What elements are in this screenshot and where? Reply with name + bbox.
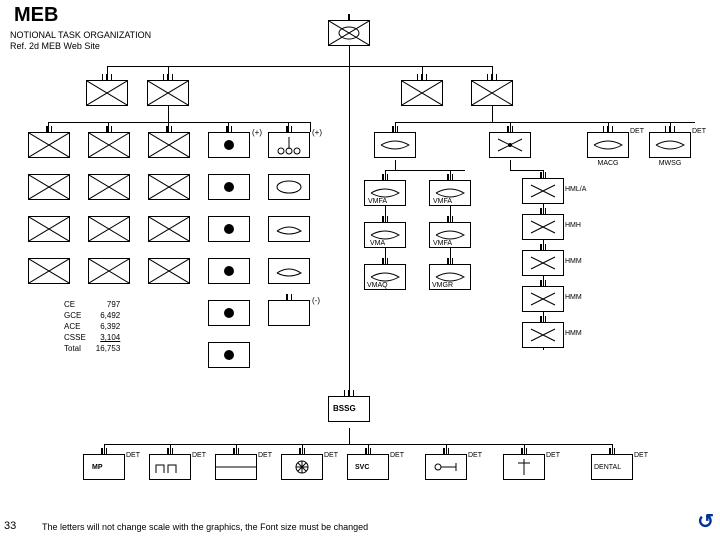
helo-unit bbox=[522, 250, 564, 276]
grid-unit bbox=[28, 216, 70, 242]
hmm-label: HMM bbox=[565, 330, 582, 337]
det-label: DET bbox=[634, 452, 648, 459]
grid-unit bbox=[268, 132, 310, 158]
grid-unit bbox=[208, 342, 250, 368]
grid-unit bbox=[28, 258, 70, 284]
bssg-label: BSSG bbox=[333, 404, 356, 413]
det-label: DET bbox=[258, 452, 272, 459]
det-label: DET bbox=[324, 452, 338, 459]
minus-label: (-) bbox=[312, 296, 320, 305]
helo-unit bbox=[522, 214, 564, 240]
strength-table: CE797 GCE6,492 ACE6,392 CSSE3,104 Total1… bbox=[62, 298, 130, 355]
grid-unit bbox=[268, 174, 310, 200]
det-label: DET bbox=[390, 452, 404, 459]
grid-unit bbox=[148, 258, 190, 284]
bssg-child bbox=[281, 454, 323, 480]
hmla-label: HML/A bbox=[565, 186, 586, 193]
table-row: CE797 bbox=[64, 300, 128, 309]
mwsg-unit bbox=[649, 132, 691, 158]
unit-row1-1 bbox=[86, 80, 128, 106]
subtitle-2: Ref. 2d MEB Web Site bbox=[10, 41, 100, 51]
vmfa-label: VMFA bbox=[433, 198, 452, 205]
grid-unit bbox=[28, 132, 70, 158]
vmfa-label: VMFA bbox=[368, 198, 387, 205]
helo-unit bbox=[522, 178, 564, 204]
det-label: DET bbox=[468, 452, 482, 459]
vma-label: VMA bbox=[370, 240, 385, 247]
grid-unit bbox=[268, 216, 310, 242]
bssg-child bbox=[215, 454, 257, 480]
bssg-child bbox=[503, 454, 545, 480]
grid-unit bbox=[148, 216, 190, 242]
mwsg-label: MWSG bbox=[652, 160, 688, 167]
grid-unit bbox=[208, 132, 250, 158]
table-row: GCE6,492 bbox=[64, 311, 128, 320]
det-label: DET bbox=[630, 128, 644, 135]
page-title: MEB bbox=[14, 4, 58, 27]
svc-label: SVC bbox=[355, 464, 369, 471]
plus-label-2: (+) bbox=[312, 128, 322, 137]
macg-unit bbox=[587, 132, 629, 158]
plus-label-1: (+) bbox=[252, 128, 262, 137]
det-label: DET bbox=[692, 128, 706, 135]
grid-unit bbox=[208, 258, 250, 284]
grid-unit bbox=[148, 132, 190, 158]
dental-label: DENTAL bbox=[594, 464, 621, 471]
grid-unit bbox=[208, 216, 250, 242]
return-icon[interactable]: ↺ bbox=[697, 509, 714, 534]
vmfa-label: VMFA bbox=[433, 240, 452, 247]
hmm-label: HMM bbox=[565, 294, 582, 301]
footnote: The letters will not change scale with t… bbox=[42, 522, 368, 532]
grid-unit bbox=[28, 174, 70, 200]
grid-unit bbox=[208, 174, 250, 200]
unit-row1-2 bbox=[147, 80, 189, 106]
grid-unit bbox=[88, 174, 130, 200]
grid-unit bbox=[88, 216, 130, 242]
air-unit bbox=[374, 132, 416, 158]
unit-meb-hq bbox=[328, 20, 370, 46]
grid-unit bbox=[268, 300, 310, 326]
helo-unit bbox=[522, 322, 564, 348]
hmm-label: HMM bbox=[565, 258, 582, 265]
helo-unit bbox=[522, 286, 564, 312]
det-label: DET bbox=[546, 452, 560, 459]
vmgr-label: VMGR bbox=[432, 282, 453, 289]
mp-label: MP bbox=[92, 464, 103, 471]
table-row: CSSE3,104 bbox=[64, 333, 128, 342]
hmh-label: HMH bbox=[565, 222, 581, 229]
grid-unit bbox=[88, 258, 130, 284]
grid-unit bbox=[268, 258, 310, 284]
grid-unit bbox=[88, 132, 130, 158]
bssg-child bbox=[425, 454, 467, 480]
slide-number: 33 bbox=[4, 520, 16, 532]
mp-unit bbox=[83, 454, 125, 480]
table-row: Total16,753 bbox=[64, 344, 128, 353]
air-unit bbox=[489, 132, 531, 158]
table-row: ACE6,392 bbox=[64, 322, 128, 331]
grid-unit bbox=[148, 174, 190, 200]
det-label: DET bbox=[192, 452, 206, 459]
vmaq-label: VMAQ bbox=[367, 282, 388, 289]
det-label: DET bbox=[126, 452, 140, 459]
unit-row1-3 bbox=[401, 80, 443, 106]
unit-row1-4 bbox=[471, 80, 513, 106]
grid-unit bbox=[208, 300, 250, 326]
subtitle-1: NOTIONAL TASK ORGANIZATION bbox=[10, 30, 151, 40]
bssg-child bbox=[149, 454, 191, 480]
macg-label: MACG bbox=[590, 160, 626, 167]
